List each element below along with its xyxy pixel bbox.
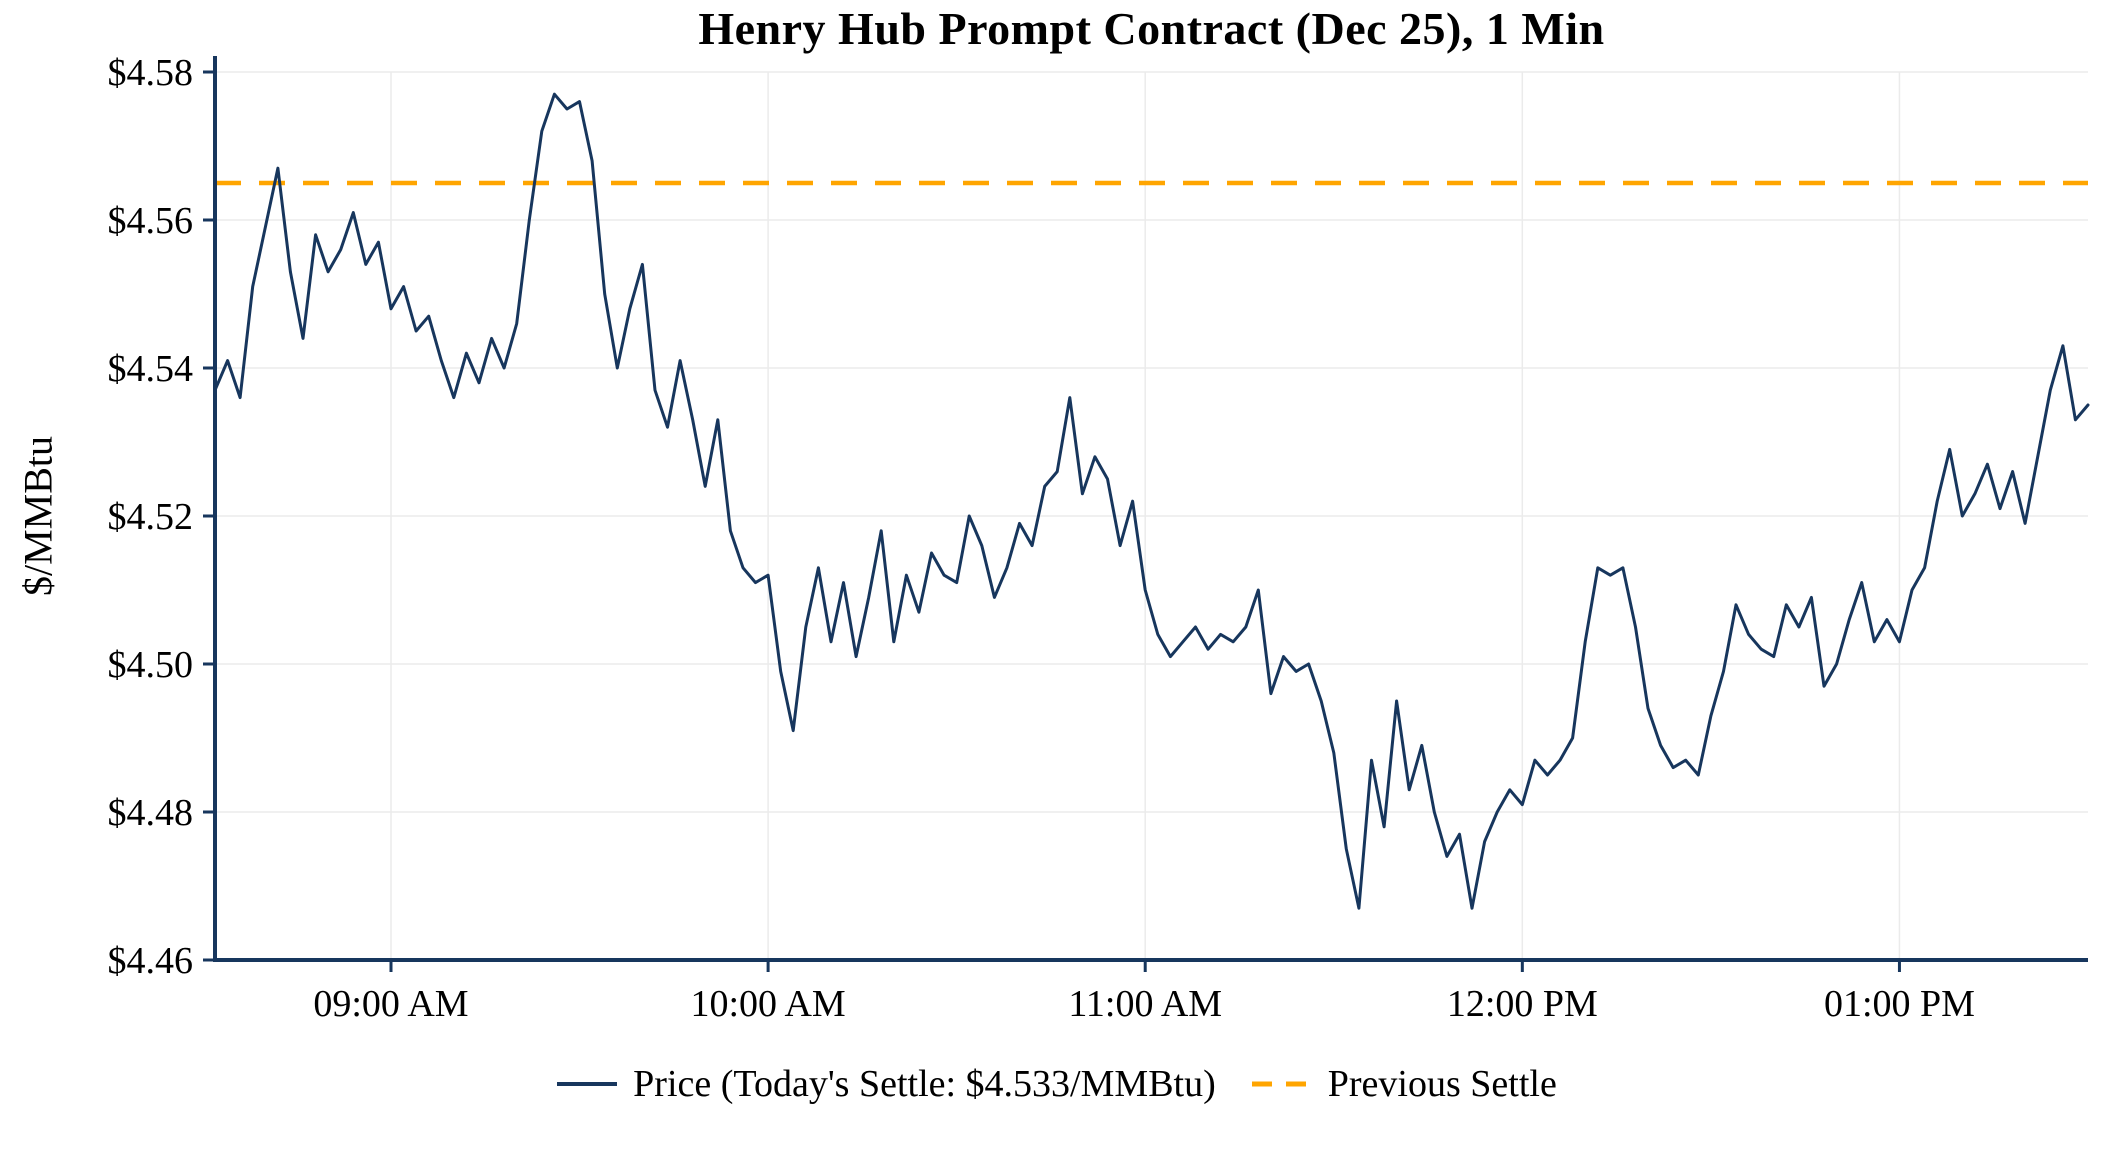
- svg-text:$4.56: $4.56: [108, 200, 194, 242]
- legend-item-price: Price (Today's Settle: $4.533/MMBtu): [555, 1062, 1216, 1106]
- svg-text:01:00 PM: 01:00 PM: [1824, 983, 1975, 1025]
- svg-text:$4.48: $4.48: [108, 792, 194, 834]
- svg-text:10:00 AM: 10:00 AM: [690, 983, 845, 1025]
- svg-text:$4.52: $4.52: [108, 496, 194, 538]
- svg-text:$4.54: $4.54: [108, 348, 194, 390]
- svg-text:$4.58: $4.58: [108, 52, 194, 94]
- legend-price-label: Price (Today's Settle: $4.533/MMBtu): [633, 1063, 1216, 1105]
- price-line-swatch-icon: [557, 1082, 618, 1086]
- svg-text:12:00 PM: 12:00 PM: [1447, 983, 1598, 1025]
- chart-title: Henry Hub Prompt Contract (Dec 25), 1 Mi…: [698, 3, 1605, 54]
- chart-legend: Price (Today's Settle: $4.533/MMBtu) Pre…: [0, 1062, 2112, 1106]
- svg-text:11:00 AM: 11:00 AM: [1068, 983, 1222, 1025]
- legend-previous-settle-label: Previous Settle: [1327, 1063, 1557, 1105]
- price-line-chart: $4.46 $4.48 $4.50 $4.52 $4.54 $4.56 $4.58 09:00…: [108, 52, 2090, 1025]
- svg-text:$4.46: $4.46: [108, 940, 194, 982]
- svg-text:09:00 AM: 09:00 AM: [313, 983, 468, 1025]
- previous-settle-dash-swatch-icon: [1251, 1081, 1312, 1087]
- svg-text:$4.50: $4.50: [108, 644, 194, 686]
- legend-item-previous-settle: Previous Settle: [1250, 1062, 1557, 1106]
